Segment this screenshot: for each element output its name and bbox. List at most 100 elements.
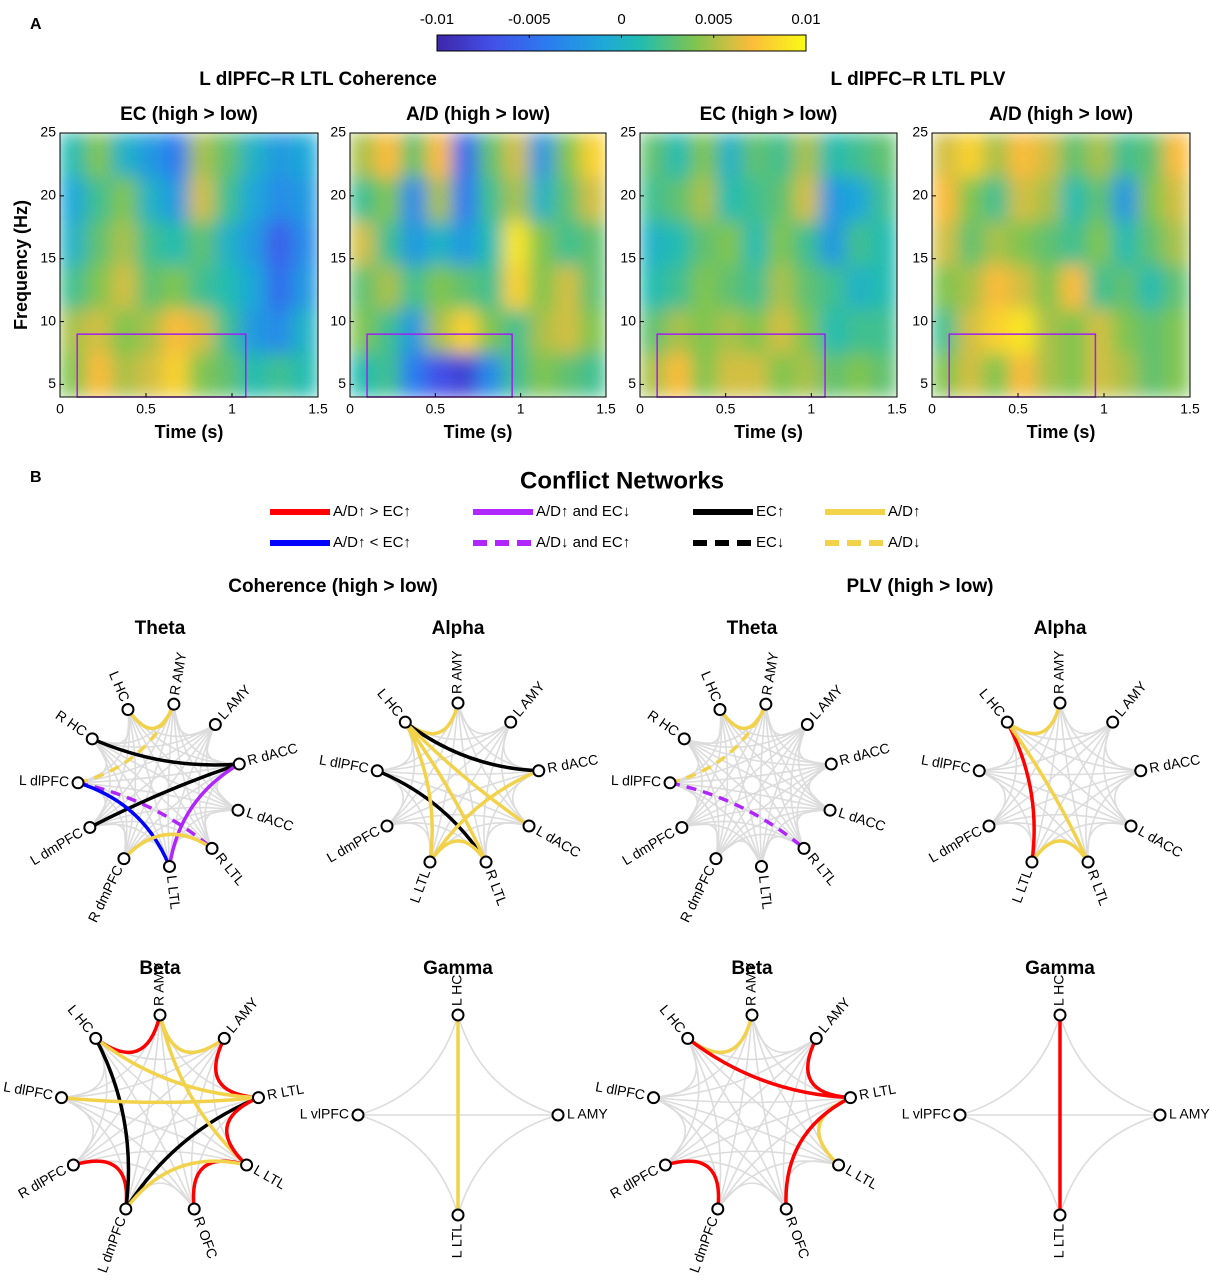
node (207, 843, 218, 854)
colorbar-tick-label: 0.01 (791, 11, 820, 28)
heatmap-cell (640, 309, 667, 354)
background-edge (358, 1015, 458, 1115)
node (424, 857, 435, 868)
heatmap-cell (794, 177, 821, 222)
background-edge (128, 710, 170, 867)
x-tick-label: 0 (928, 401, 936, 417)
heatmap-cell (819, 221, 846, 266)
subplot-title: EC (high > low) (120, 104, 258, 125)
legend-label: A/D↑ < EC↑ (333, 534, 411, 551)
heatmap-cell (957, 265, 984, 310)
node (665, 777, 676, 788)
heatmap-cell (375, 221, 402, 266)
node-label: R OFC (783, 1214, 813, 1260)
node-label: L AMY (807, 681, 847, 722)
x-tick-label: 1 (1100, 401, 1108, 417)
heatmap-cell (426, 133, 453, 178)
network-figure-title: Conflict Networks (520, 467, 724, 494)
background-edge (358, 1115, 458, 1215)
heatmap-cell (292, 177, 319, 222)
node-label: R AMY (758, 650, 781, 696)
heatmap-cell (1086, 265, 1113, 310)
heatmap-cell (189, 221, 216, 266)
heatmap-cell (957, 177, 984, 222)
heatmap-cell (85, 221, 112, 266)
heatmap-cell (691, 133, 718, 178)
background-edge (785, 1161, 838, 1209)
heatmap-cell (742, 133, 769, 178)
heatmap-cell (845, 353, 872, 398)
heatmap-cell (1086, 177, 1113, 222)
node (983, 821, 994, 832)
heatmap-cell (665, 177, 692, 222)
node (90, 1033, 101, 1044)
heatmap-cell (85, 133, 112, 178)
edge (193, 1161, 246, 1209)
heatmap-cell (266, 353, 293, 398)
heatmap-cell (1009, 265, 1036, 310)
heatmap-cell (794, 309, 821, 354)
node (660, 1160, 671, 1171)
heatmap-cell (266, 133, 293, 178)
background-edge (458, 1115, 558, 1215)
node-label: L dmPFC (324, 822, 383, 865)
heatmap-cell (1138, 177, 1165, 222)
heatmap-cell (163, 309, 190, 354)
heatmap-cell (554, 133, 581, 178)
heatmap-cell (214, 353, 241, 398)
heatmap-cell (1009, 221, 1036, 266)
node (648, 1092, 659, 1103)
node-label: L vlPFC (300, 1106, 349, 1122)
heatmap-cell (163, 353, 190, 398)
heatmap-cell (214, 221, 241, 266)
heatmap-cell (845, 133, 872, 178)
heatmap-cell (350, 353, 377, 398)
group-title: L dlPFC–R LTL Coherence (199, 69, 437, 90)
node (155, 1010, 166, 1021)
network-title: Theta (135, 618, 186, 639)
node-label: L LTL (251, 1161, 289, 1192)
node (87, 733, 98, 744)
heatmap-cell (60, 177, 87, 222)
node (1083, 857, 1094, 868)
background-edge (90, 739, 110, 828)
heatmap-cell (932, 177, 959, 222)
heatmap-cell (529, 353, 556, 398)
background-edge (387, 823, 431, 862)
legend-label: A/D↓ (888, 534, 921, 551)
heatmap-cell (871, 177, 898, 222)
heatmap-cell (189, 133, 216, 178)
node (781, 1203, 792, 1214)
heatmap-cell (554, 353, 581, 398)
heatmap-cell (665, 309, 692, 354)
background-edge (682, 739, 702, 828)
node (679, 733, 690, 744)
heatmap-cell (1138, 309, 1165, 354)
heatmap-cell (845, 221, 872, 266)
heatmap-cell (266, 177, 293, 222)
heatmap-cell (1086, 353, 1113, 398)
edge (73, 1161, 126, 1209)
heatmap-cell (871, 309, 898, 354)
heatmap-cell (845, 177, 872, 222)
node-label: L LTL (756, 874, 776, 910)
heatmap-cell (640, 177, 667, 222)
heatmap (60, 133, 319, 398)
x-tick-label: 0.5 (136, 401, 156, 417)
heatmap-cell (111, 265, 138, 310)
heatmap-cell (871, 353, 898, 398)
node-label: R AMY (743, 962, 759, 1006)
node-label: L AMY (509, 678, 548, 720)
heatmap-cell (1138, 221, 1165, 266)
heatmap-cell (137, 177, 164, 222)
heatmap-cell (111, 309, 138, 354)
node-label: L LTL (164, 874, 184, 910)
heatmap-cell (503, 353, 530, 398)
heatmap-cell (580, 133, 607, 178)
y-tick-label: 25 (40, 124, 56, 140)
heatmap-cell (478, 133, 505, 178)
heatmap-cell (665, 265, 692, 310)
x-axis-label: Time (s) (155, 422, 224, 442)
node-label: R LTL (805, 849, 841, 888)
heatmap-cell (111, 353, 138, 398)
